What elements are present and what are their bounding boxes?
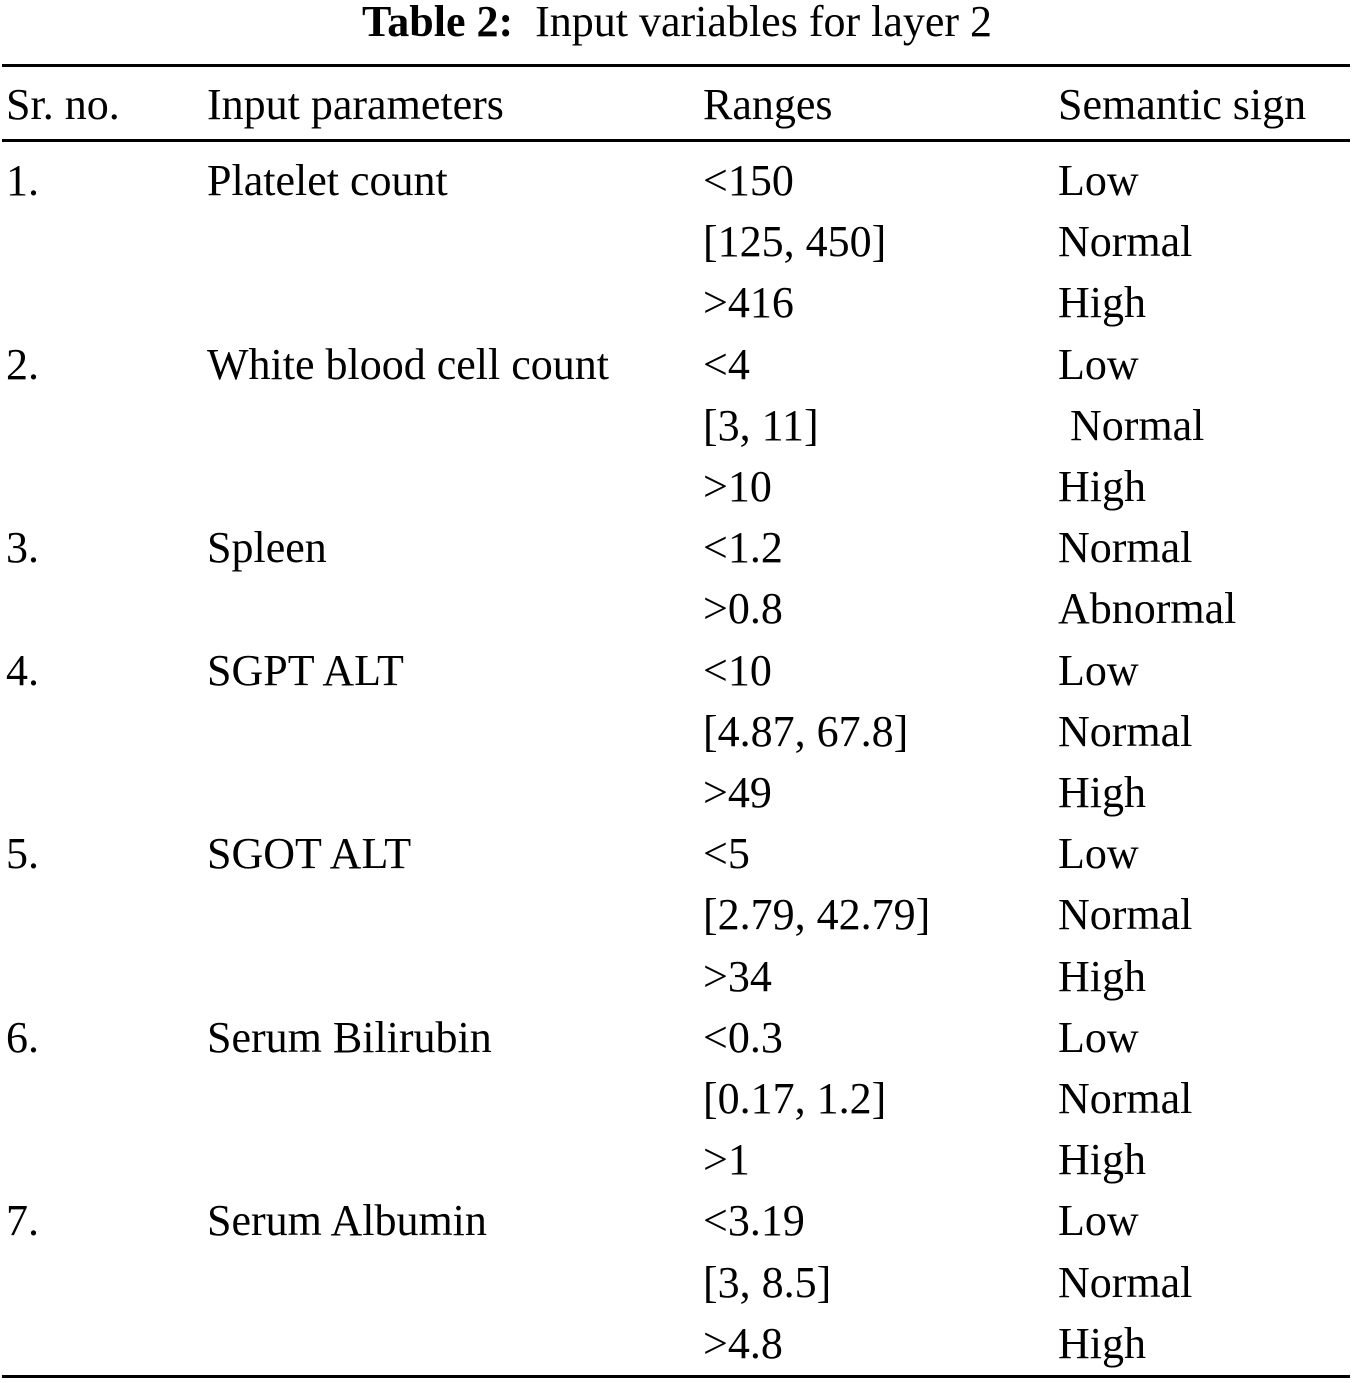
table-row: >49 High bbox=[0, 771, 1354, 815]
table-row: >34 High bbox=[0, 955, 1354, 999]
table-row: [3, 8.5] Normal bbox=[0, 1261, 1354, 1305]
row-semantic-sign: Normal bbox=[1070, 401, 1205, 450]
row-semantic-sign: Low bbox=[1058, 340, 1139, 389]
row-parameter: Platelet count bbox=[207, 156, 448, 205]
row-range: >0.8 bbox=[703, 584, 783, 633]
row-parameter: White blood cell count bbox=[207, 340, 609, 389]
table-row: [3, 11] Normal bbox=[0, 404, 1354, 448]
row-semantic-sign: Low bbox=[1058, 646, 1139, 695]
row-semantic-sign: Normal bbox=[1058, 890, 1193, 939]
row-semantic-sign: High bbox=[1058, 462, 1146, 511]
row-parameter: Serum Bilirubin bbox=[207, 1013, 492, 1062]
row-semantic-sign: Normal bbox=[1058, 707, 1193, 756]
row-sr-no: 3. bbox=[6, 523, 39, 572]
row-parameter: SGOT ALT bbox=[207, 829, 412, 878]
row-semantic-sign: High bbox=[1058, 278, 1146, 327]
row-range: [3, 8.5] bbox=[703, 1258, 832, 1307]
table-row: >416 High bbox=[0, 281, 1354, 325]
row-semantic-sign: Low bbox=[1058, 156, 1139, 205]
row-semantic-sign: High bbox=[1058, 1319, 1146, 1368]
caption-text: Input variables for layer 2 bbox=[535, 0, 993, 46]
row-semantic-sign: Low bbox=[1058, 829, 1139, 878]
table-row: [2.79, 42.79] Normal bbox=[0, 893, 1354, 937]
table-header-row: Sr. no. Input parameters Ranges Semantic… bbox=[0, 83, 1354, 127]
row-semantic-sign: Low bbox=[1058, 1013, 1139, 1062]
row-range: [4.87, 67.8] bbox=[703, 707, 909, 756]
row-sr-no: 5. bbox=[6, 829, 39, 878]
table-caption: Table 2: Input variables for layer 2 bbox=[0, 0, 1354, 50]
table-row: 2. White blood cell count <4 Low bbox=[0, 343, 1354, 387]
row-sr-no: 1. bbox=[6, 156, 39, 205]
row-range: >416 bbox=[703, 278, 794, 327]
row-semantic-sign: Normal bbox=[1058, 523, 1193, 572]
table-row: >4.8 High bbox=[0, 1322, 1354, 1366]
table-row: 6. Serum Bilirubin <0.3 Low bbox=[0, 1016, 1354, 1060]
row-semantic-sign: Normal bbox=[1058, 1258, 1193, 1307]
row-range: <0.3 bbox=[703, 1013, 783, 1062]
row-range: >4.8 bbox=[703, 1319, 783, 1368]
header-input-parameters: Input parameters bbox=[207, 80, 504, 129]
row-semantic-sign: High bbox=[1058, 952, 1146, 1001]
table-row: [125, 450] Normal bbox=[0, 220, 1354, 264]
row-range: >49 bbox=[703, 768, 772, 817]
row-semantic-sign: Normal bbox=[1058, 1074, 1193, 1123]
table-row: >0.8 Abnormal bbox=[0, 587, 1354, 631]
row-range: <5 bbox=[703, 829, 750, 878]
table-bottom-rule bbox=[2, 1375, 1350, 1378]
row-range: >10 bbox=[703, 462, 772, 511]
row-range: [125, 450] bbox=[703, 217, 887, 266]
table-row: 4. SGPT ALT <10 Low bbox=[0, 649, 1354, 693]
table-row: >1 High bbox=[0, 1138, 1354, 1182]
row-semantic-sign: High bbox=[1058, 1135, 1146, 1184]
row-sr-no: 6. bbox=[6, 1013, 39, 1062]
row-range: <1.2 bbox=[703, 523, 783, 572]
header-ranges: Ranges bbox=[703, 80, 833, 129]
row-semantic-sign: Low bbox=[1058, 1196, 1139, 1245]
row-range: >34 bbox=[703, 952, 772, 1001]
table-row: [4.87, 67.8] Normal bbox=[0, 710, 1354, 754]
row-range: <10 bbox=[703, 646, 772, 695]
table-row: 5. SGOT ALT <5 Low bbox=[0, 832, 1354, 876]
table-header-rule bbox=[2, 139, 1350, 142]
row-sr-no: 4. bbox=[6, 646, 39, 695]
row-sr-no: 2. bbox=[6, 340, 39, 389]
row-semantic-sign: High bbox=[1058, 768, 1146, 817]
row-sr-no: 7. bbox=[6, 1196, 39, 1245]
row-range: >1 bbox=[703, 1135, 750, 1184]
header-sr-no: Sr. no. bbox=[6, 80, 120, 129]
row-range: <3.19 bbox=[703, 1196, 805, 1245]
table-row: [0.17, 1.2] Normal bbox=[0, 1077, 1354, 1121]
row-parameter: Serum Albumin bbox=[207, 1196, 487, 1245]
table-row: 1. Platelet count <150 Low bbox=[0, 159, 1354, 203]
table-row: >10 High bbox=[0, 465, 1354, 509]
table-top-rule bbox=[2, 64, 1350, 67]
row-semantic-sign: Abnormal bbox=[1058, 584, 1237, 633]
table-row: 3. Spleen <1.2 Normal bbox=[0, 526, 1354, 570]
row-range: <150 bbox=[703, 156, 794, 205]
row-parameter: Spleen bbox=[207, 523, 327, 572]
table-row: 7. Serum Albumin <3.19 Low bbox=[0, 1199, 1354, 1243]
header-semantic-sign: Semantic sign bbox=[1058, 80, 1307, 129]
caption-label: Table 2: bbox=[361, 0, 514, 46]
row-range: <4 bbox=[703, 340, 750, 389]
row-semantic-sign: Normal bbox=[1058, 217, 1193, 266]
row-range: [0.17, 1.2] bbox=[703, 1074, 887, 1123]
row-range: [2.79, 42.79] bbox=[703, 890, 931, 939]
row-parameter: SGPT ALT bbox=[207, 646, 404, 695]
row-range: [3, 11] bbox=[703, 401, 819, 450]
